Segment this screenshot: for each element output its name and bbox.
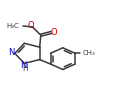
Text: N: N [8,48,15,57]
Text: O: O [27,21,34,30]
Text: H: H [22,64,28,73]
Text: CH₃: CH₃ [82,50,95,56]
Text: H₃C: H₃C [7,23,19,29]
Text: N: N [20,61,26,70]
Text: O: O [51,28,57,37]
